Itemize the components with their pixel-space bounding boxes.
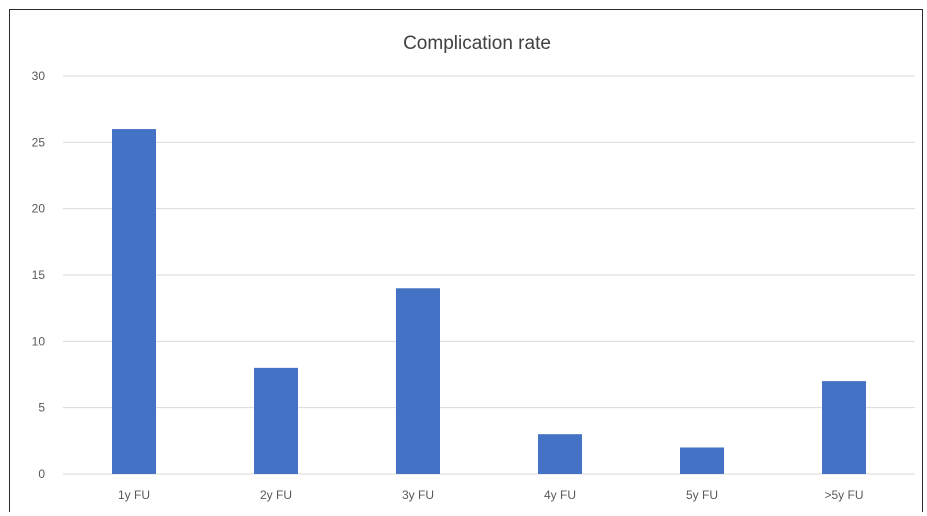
x-tick-label: 2y FU — [260, 488, 292, 502]
bar-5y-fu — [680, 447, 724, 474]
bar-3y-fu — [396, 288, 440, 474]
chart-frame — [9, 9, 923, 512]
y-tick-label: 5 — [38, 401, 45, 415]
x-axis-tick-labels: 1y FU 2y FU 3y FU 4y FU 5y FU >5y FU — [118, 488, 864, 502]
bar-4y-fu — [538, 434, 582, 474]
bar-1y-fu — [112, 129, 156, 475]
y-tick-label: 20 — [32, 202, 46, 216]
bars — [112, 129, 866, 475]
y-tick-label: 25 — [32, 135, 46, 149]
x-tick-label: 4y FU — [544, 488, 576, 502]
y-tick-label: 10 — [32, 334, 46, 348]
x-tick-label: 3y FU — [402, 488, 434, 502]
gridlines — [63, 75, 915, 475]
y-tick-label: 0 — [38, 467, 45, 481]
chart-title: Complication rate — [403, 33, 551, 54]
x-tick-label: >5y FU — [824, 488, 863, 502]
y-tick-label: 15 — [32, 268, 46, 282]
bar--5y-fu — [822, 381, 866, 474]
x-tick-label: 5y FU — [686, 488, 718, 502]
bar-2y-fu — [254, 367, 298, 474]
y-tick-label: 30 — [32, 69, 46, 83]
y-axis-tick-labels: 0 5 10 15 20 25 30 — [32, 69, 46, 481]
x-tick-label: 1y FU — [118, 488, 150, 502]
